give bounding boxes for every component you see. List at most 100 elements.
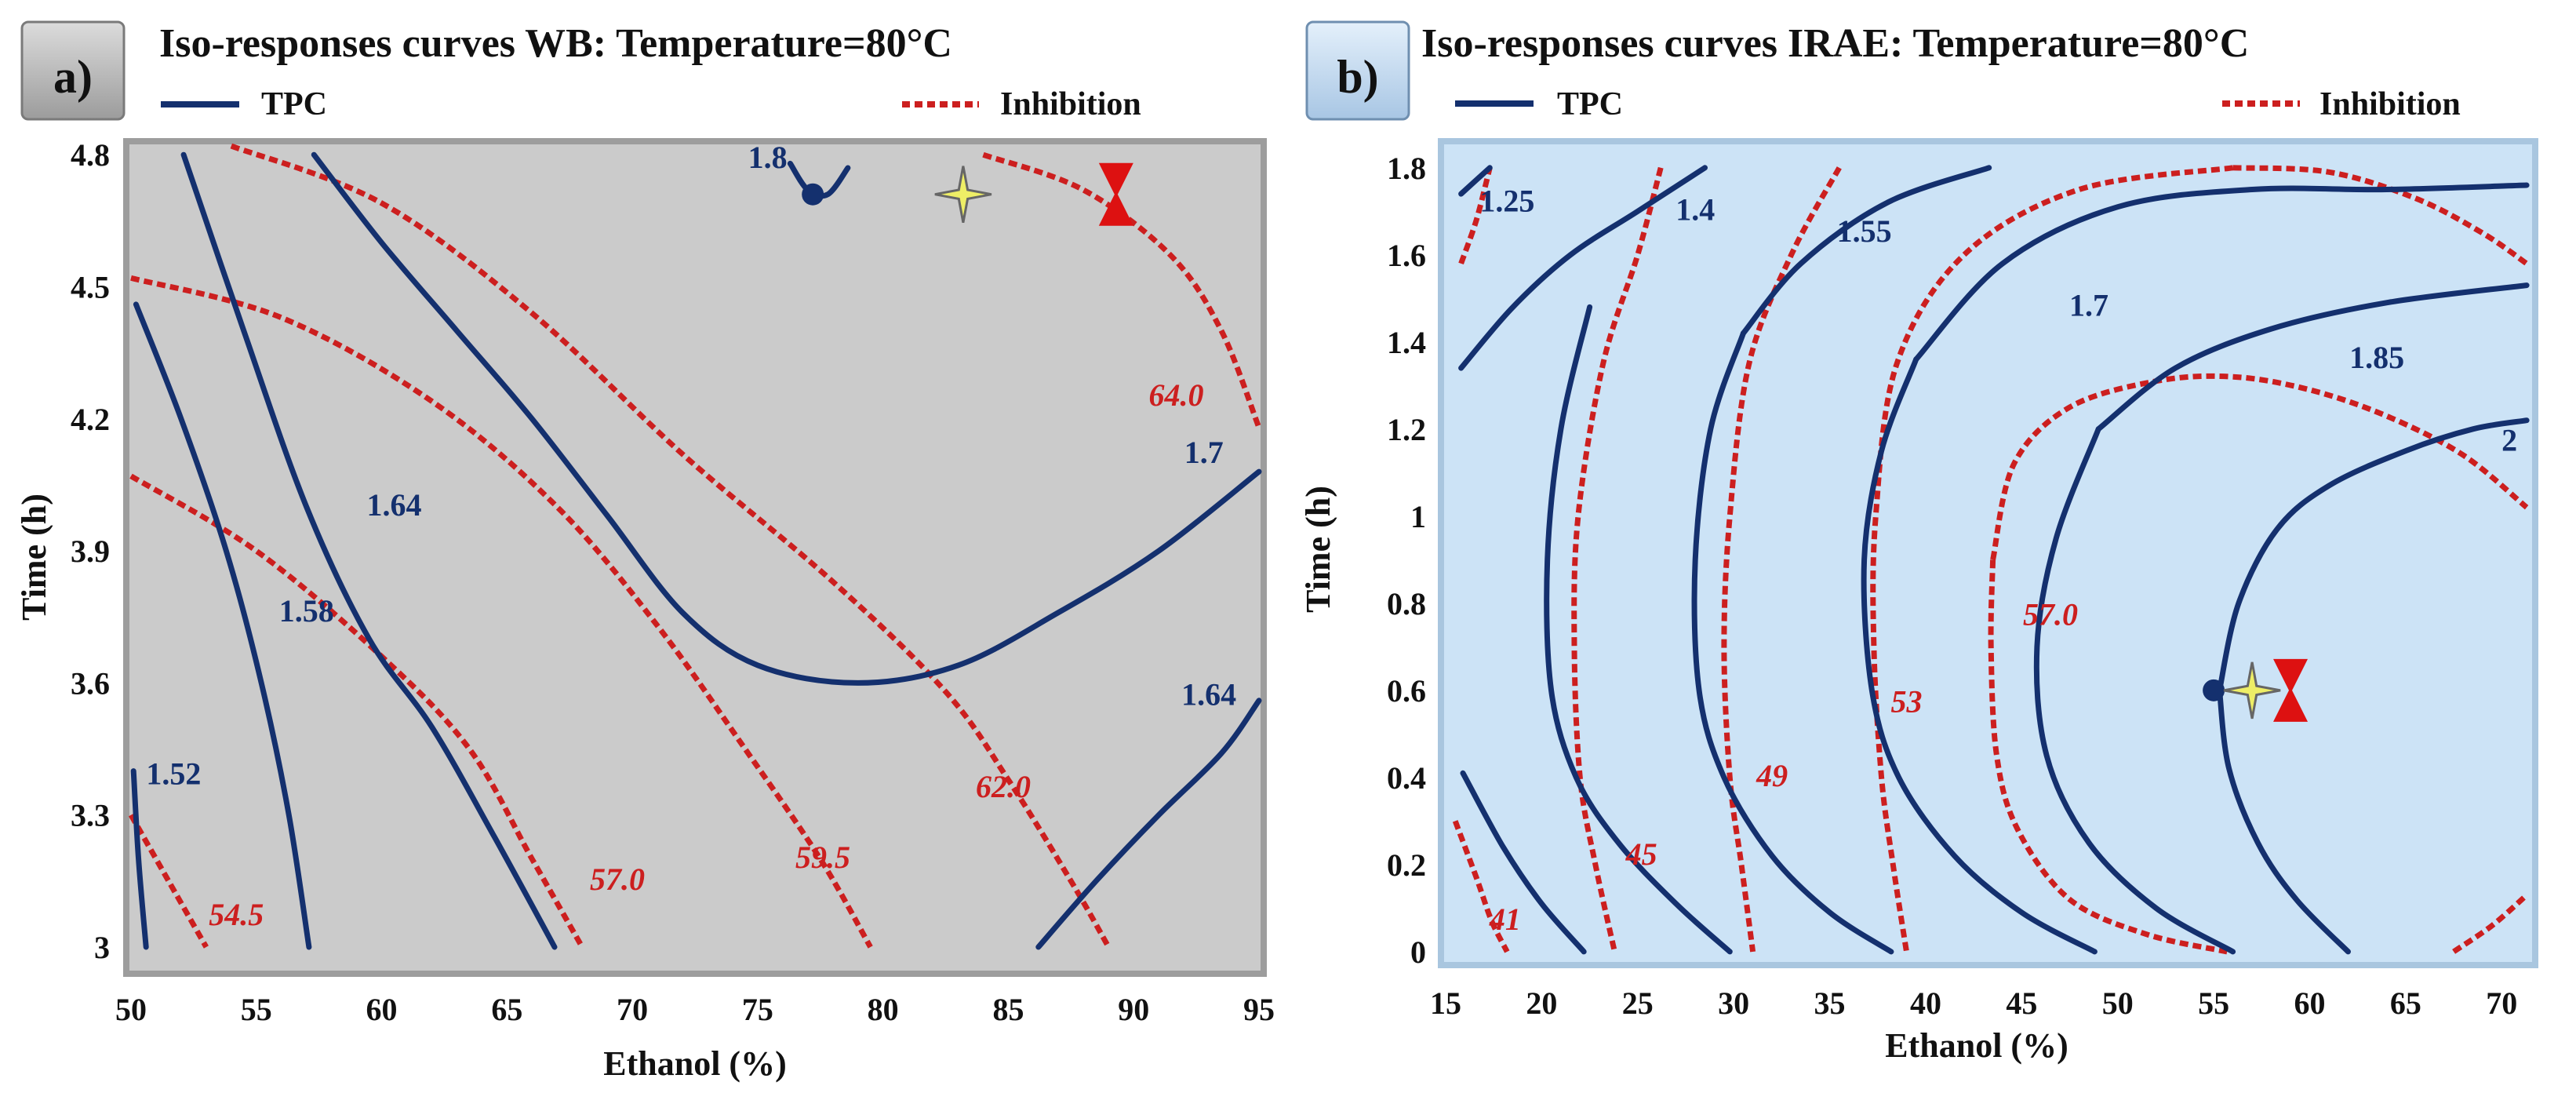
tpc-contour-b-6 (1861, 356, 2098, 955)
x-tick-label-b-8: 55 (2198, 986, 2229, 1021)
inhibition-contour-b-1 (1458, 166, 1493, 265)
x-tick-label-b-10: 65 (2390, 986, 2421, 1021)
inhibition-contour-a-2 (130, 275, 873, 949)
inhibition-label-b-0: 41 (1489, 902, 1521, 937)
inhibition-label-a-0: 54.5 (209, 897, 264, 932)
tpc-contour-b-4 (1691, 330, 1894, 955)
inhibition-contour-b-5 (1990, 373, 2529, 561)
plot-b-x-ticks: 15 20 25 30 35 40 45 50 55 60 65 70 (1430, 986, 2517, 1021)
tpc-contour-b-7 (1913, 182, 2530, 363)
tpc-contour-a-5 (1035, 698, 1262, 950)
inhibition-contour-a-3 (230, 143, 1112, 949)
tpc-contour-a-3 (311, 151, 1262, 686)
tpc-label-a-6: 1.8 (748, 140, 788, 175)
optimum-star-icon-b (2223, 661, 2281, 720)
tpc-contour-b-0 (1458, 165, 1493, 197)
x-tick-label-b-3: 30 (1718, 986, 1749, 1021)
tpc-contour-b-3 (1544, 304, 1733, 955)
badge-b-label: b) (1337, 51, 1378, 103)
x-tick-label-a-0: 50 (115, 992, 147, 1027)
x-tick-label-b-2: 25 (1622, 986, 1654, 1021)
inhibition-contour-b-6 (1988, 559, 2228, 955)
inhibition-contour-a-1 (129, 473, 585, 949)
tpc-contour-b-10 (2217, 687, 2351, 955)
y-tick-label-b-7: 1.4 (1387, 325, 1426, 360)
chart-b-xlabel: Ethanol (%) (1885, 1026, 2068, 1065)
x-tick-label-b-6: 45 (2006, 986, 2037, 1021)
badge-a-box (20, 20, 126, 121)
inhibition-label-b-3: 49 (1756, 758, 1788, 793)
tpc-label-b-4: 1.55 (1837, 213, 1892, 249)
tpc-label-a-0: 1.52 (146, 756, 201, 791)
x-tick-label-b-9: 60 (2294, 986, 2326, 1021)
inhibition-contour-b-8 (2452, 893, 2529, 954)
optimum-star-icon-a (934, 166, 992, 223)
inhibition-label-a-4: 64.0 (1149, 377, 1204, 413)
legend-a-tpc-label: TPC (261, 86, 327, 122)
tpc-contour-b-5 (1740, 165, 1992, 337)
y-tick-label-a-0: 3 (94, 930, 110, 965)
chart-a-ylabel: Time (h) (15, 494, 53, 621)
panel-a: a) Iso-responses curves WB: Temperature=… (15, 20, 1275, 1083)
tpc-label-b-10: 2 (2501, 423, 2517, 458)
optimum-tpc-dot-b (2203, 679, 2225, 701)
tpc-contour-a-0 (130, 768, 149, 950)
tpc-label-b-8: 1.85 (2349, 340, 2404, 375)
y-tick-label-b-3: 0.6 (1387, 673, 1426, 709)
y-tick-label-b-2: 0.4 (1387, 760, 1426, 796)
panel-b: b) Iso-responses curves IRAE: Temperatur… (1299, 20, 2538, 1065)
x-tick-label-b-0: 15 (1430, 986, 1461, 1021)
plot-a-y-ticks: 3 3.3 3.6 3.9 4.2 4.5 4.8 (71, 137, 110, 965)
plot-b-y-ticks: 0 0.2 0.4 0.6 0.8 1 1.2 1.4 1.6 1.8 (1387, 151, 1426, 970)
inhibition-label-b-2: 45 (1625, 836, 1657, 872)
badge-a-label: a) (53, 51, 93, 103)
chart-a-title: Iso-responses curves WB: Temperature=80°… (159, 21, 952, 66)
inhibition-contour-b-7 (2232, 165, 2529, 266)
inhibition-contour-b-4 (1870, 165, 2234, 953)
x-tick-label-b-11: 70 (2486, 986, 2517, 1021)
plot-b-contours (1452, 165, 2530, 955)
tpc-contour-b-8 (2033, 426, 2236, 955)
legend-b-inhibition-label: Inhibition (2319, 86, 2461, 122)
tpc-label-a-3: 1.64 (367, 487, 422, 523)
inhibition-label-a-2: 59.5 (795, 840, 850, 875)
y-tick-label-a-1: 3.3 (71, 798, 110, 833)
y-tick-label-a-5: 4.5 (71, 270, 110, 305)
tpc-contour-b-9 (2095, 282, 2530, 432)
x-tick-label-a-5: 75 (742, 992, 773, 1027)
tpc-contour-a-2 (180, 151, 558, 950)
tpc-contour-b-11 (2217, 417, 2530, 694)
y-tick-label-b-9: 1.8 (1387, 151, 1426, 186)
y-tick-label-b-0: 0 (1410, 935, 1426, 970)
y-tick-label-a-6: 4.8 (71, 137, 110, 173)
plot-a-contour-labels: 54.5 57.0 59.5 62.0 64.0 1.52 1.58 1.64 1.7 1.64 1… (146, 140, 1236, 932)
plot-b-contour-labels: 41 45 49 53 57.0 1.25 1.4 1.55 1.7 1.85 2 (1479, 183, 2517, 937)
plot-a-contours (128, 143, 1262, 950)
optimum-hourglass-icon-b (2273, 658, 2309, 722)
optimum-hourglass-icon-a (1098, 162, 1133, 226)
plot-a-area (129, 144, 1261, 971)
tpc-label-b-6: 1.7 (2069, 287, 2108, 322)
tpc-contour-a-1 (133, 301, 312, 950)
badge-b-box (1305, 20, 1410, 121)
plot-b-markers (2203, 658, 2309, 722)
inhibition-label-a-1: 57.0 (590, 862, 645, 897)
x-tick-label-a-1: 55 (241, 992, 272, 1027)
tpc-label-a-2: 1.58 (279, 593, 334, 628)
y-tick-label-b-4: 0.8 (1387, 586, 1426, 621)
y-tick-label-a-4: 4.2 (71, 402, 110, 437)
inhibition-contour-b-0 (1452, 820, 1510, 953)
y-tick-label-b-5: 1 (1410, 499, 1426, 534)
plot-a-markers (802, 162, 1133, 226)
y-tick-label-b-6: 1.2 (1387, 412, 1426, 447)
chart-b-ylabel: Time (h) (1299, 486, 1337, 613)
tpc-label-a-5: 1.64 (1181, 676, 1236, 712)
x-tick-label-b-4: 35 (1814, 986, 1846, 1021)
inhibition-contour-a-0 (128, 813, 209, 949)
x-tick-label-b-1: 20 (1526, 986, 1557, 1021)
tpc-label-a-4: 1.7 (1184, 435, 1224, 470)
x-tick-label-a-6: 80 (868, 992, 899, 1027)
inhibition-contour-b-2 (1571, 166, 1664, 953)
chart-a-xlabel: Ethanol (%) (603, 1044, 786, 1083)
